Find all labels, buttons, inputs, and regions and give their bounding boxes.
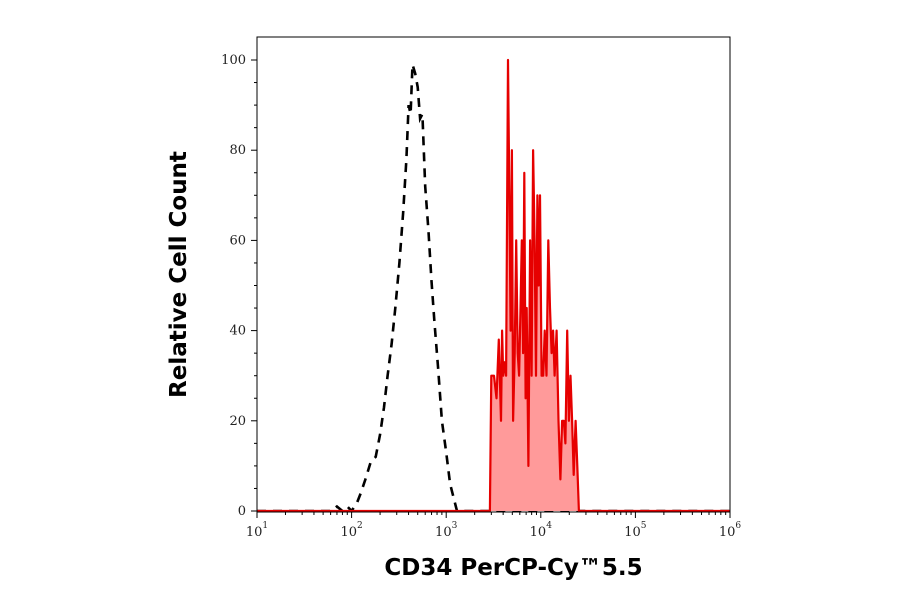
x-tick-label: 103	[435, 521, 458, 540]
y-tick-label: 0	[238, 504, 246, 519]
x-axis-title: CD34 PerCP-Cy™5.5	[384, 555, 642, 581]
series-control-dashed-line	[257, 64, 730, 514]
x-tick-label: 102	[340, 521, 362, 540]
plot-frame	[256, 36, 731, 513]
axis-ticks: 0 20 40 60 80 100 101 102 103 104 105 106	[221, 53, 741, 540]
series-red-line	[257, 58, 730, 513]
y-axis-title: Relative Cell Count	[166, 151, 192, 398]
x-tick-label: 105	[624, 521, 647, 540]
series-layer	[257, 58, 730, 514]
x-tick-label: 104	[530, 521, 553, 540]
y-tick-label: 80	[229, 143, 246, 158]
y-tick-label: 60	[229, 233, 246, 248]
x-tick-label: 106	[719, 521, 742, 540]
y-tick-label: 100	[221, 53, 246, 68]
y-tick-label: 20	[229, 414, 246, 429]
y-tick-label: 40	[229, 324, 246, 339]
series-red-fill	[257, 60, 730, 511]
x-tick-label: 101	[246, 521, 268, 540]
